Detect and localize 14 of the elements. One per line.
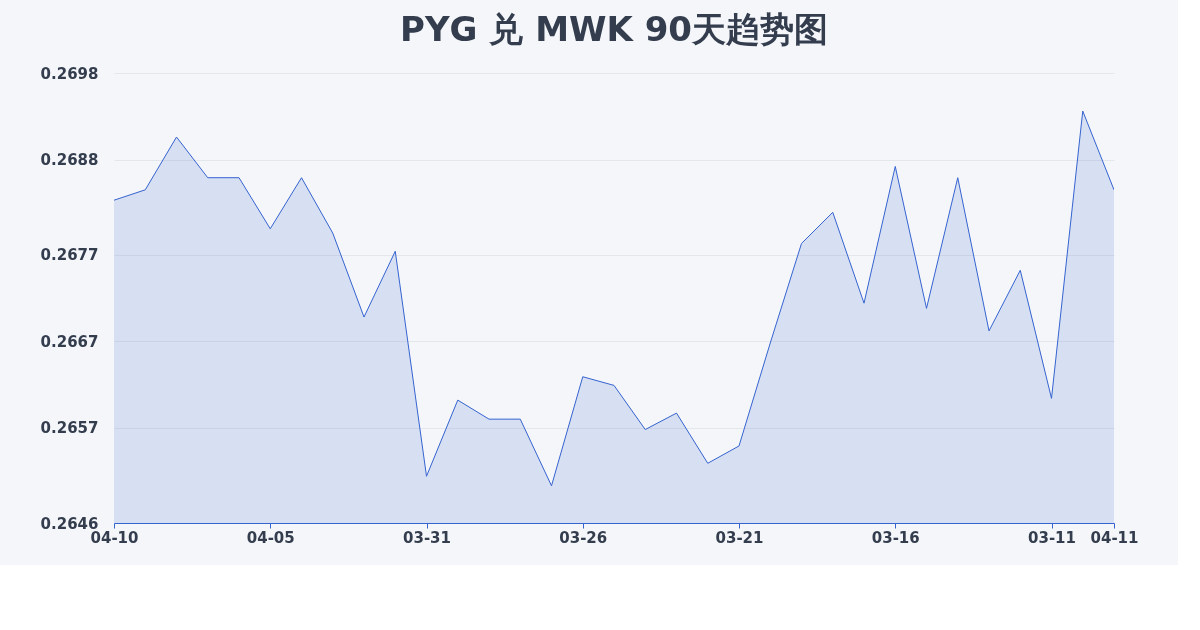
x-tick-label: 04-05 xyxy=(246,528,295,547)
y-tick-label: 0.2667 xyxy=(40,332,99,351)
y-tick-label: 0.2677 xyxy=(40,246,99,265)
x-tick-label: 04-10 xyxy=(90,528,139,547)
y-tick-label: 0.2698 xyxy=(40,64,99,83)
x-tick-label: 03-26 xyxy=(559,528,608,547)
chart-title: PYG 兑 MWK 90天趋势图 xyxy=(400,9,828,49)
x-tick-label: 03-16 xyxy=(871,528,920,547)
x-tick-label: 03-31 xyxy=(403,528,451,547)
x-tick-label: 03-21 xyxy=(715,528,764,547)
y-tick-label: 0.2688 xyxy=(40,151,99,170)
y-tick-label: 0.2657 xyxy=(40,419,99,438)
x-tick-label: 03-11 xyxy=(1028,528,1076,547)
x-tick-label: 04-11 xyxy=(1090,528,1139,547)
